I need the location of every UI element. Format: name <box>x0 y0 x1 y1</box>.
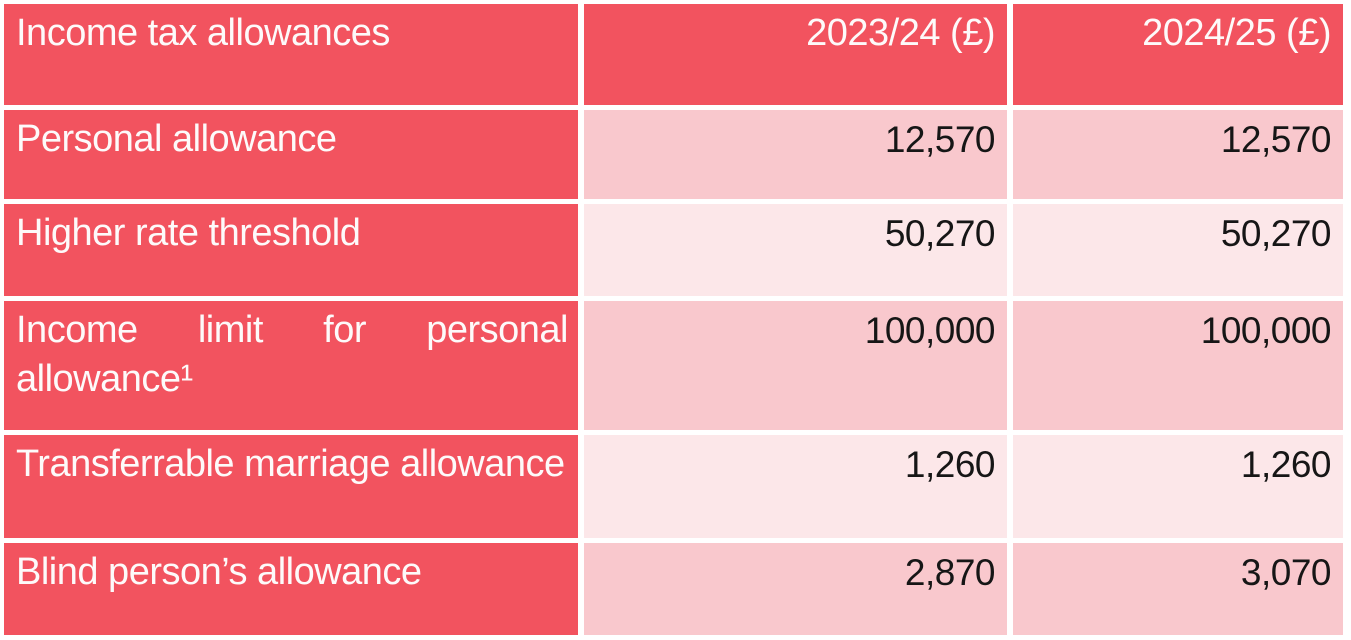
row-transferrable-marriage-label: Transferrable marriage allowance <box>4 435 578 538</box>
row-higher-rate-threshold-label: Higher rate threshold <box>4 204 578 296</box>
row-higher-rate-threshold-2023-value: 50,270 <box>584 204 1007 296</box>
row-transferrable-marriage-2023-value: 1,260 <box>584 435 1007 538</box>
row-transferrable-marriage-2024-value: 1,260 <box>1013 435 1343 538</box>
row-income-limit-2023-value: 100,000 <box>584 301 1007 430</box>
row-income-limit-label: Income limit for personal allowance¹ <box>4 301 578 430</box>
header-title-cell: Income tax allowances <box>4 4 578 105</box>
row-blind-persons-allowance-label: Blind person’s allowance <box>4 543 578 635</box>
row-blind-persons-allowance-2024-value: 3,070 <box>1013 543 1343 635</box>
row-income-limit-2024-value: 100,000 <box>1013 301 1343 430</box>
row-personal-allowance-2023-value: 12,570 <box>584 110 1007 199</box>
row-personal-allowance-label: Personal allowance <box>4 110 578 199</box>
row-higher-rate-threshold-2024-value: 50,270 <box>1013 204 1343 296</box>
row-personal-allowance-2024-value: 12,570 <box>1013 110 1343 199</box>
row-blind-persons-allowance-2023-value: 2,870 <box>584 543 1007 635</box>
header-2023-24-cell: 2023/24 (£) <box>584 4 1007 105</box>
income-tax-allowances-table: Income tax allowances 2023/24 (£) 2024/2… <box>4 4 1343 635</box>
header-2024-25-cell: 2024/25 (£) <box>1013 4 1343 105</box>
